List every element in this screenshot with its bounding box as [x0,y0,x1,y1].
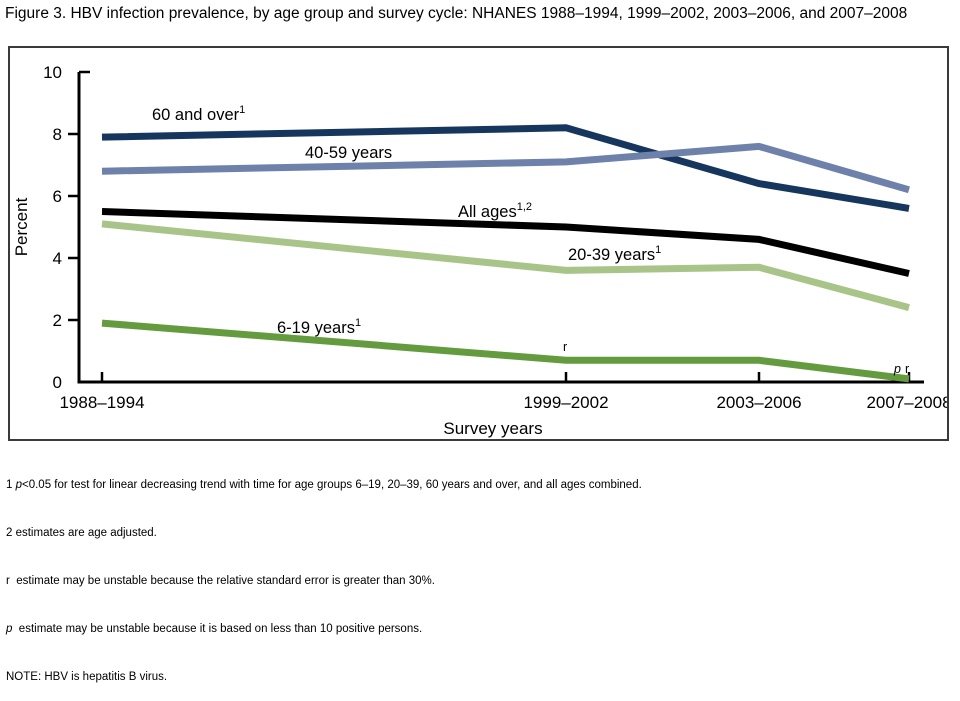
line-all-ages [101,208,910,277]
y-tick-label-10: 10 [43,63,62,82]
line-40-59-years [101,142,910,194]
footnote-2: 2 estimates are age adjusted. [6,527,157,539]
line-chart: 10 8 6 4 2 0 Percent 60 and over1 40-59 … [12,63,947,438]
series-label-6-19-years: 6-19 years1 [277,317,361,337]
footnote-note: NOTE: HBV is hepatitis B virus. [6,671,168,683]
footnote-p: p estimate may be unstable because it is… [6,623,423,635]
footnote-1: 1 p<0.05 for test for linear decreasing … [6,479,642,491]
series-label-20-39-years: 20-39 years1 [568,244,661,264]
x-tick-label-2007-2008: 2007–2008 [866,393,947,412]
chart-frame: 10 8 6 4 2 0 Percent 60 and over1 40-59 … [8,46,949,441]
y-tick-label-2: 2 [53,311,62,330]
series-label-60-and-over: 60 and over1 [152,104,245,124]
footnote-r: r estimate may be unstable because the r… [6,575,435,587]
y-tick-label-6: 6 [53,187,62,206]
line-20-39-years [101,220,910,311]
figure-title: Figure 3. HBV infection prevalence, by a… [5,5,908,22]
x-tick-label-1988-1994: 1988–1994 [59,393,144,412]
series-label-all-ages: All ages1,2 [458,201,532,221]
annotation-r-1999-2002: r [563,340,567,354]
series-label-40-59-years: 40-59 years [305,144,392,162]
x-tick-label-1999-2002: 1999–2002 [523,393,608,412]
footnotes: 1 p<0.05 for test for linear decreasing … [6,445,956,701]
y-tick-label-0: 0 [53,373,62,392]
line-6-19-years [101,319,910,383]
y-tick-label-8: 8 [53,125,62,144]
x-tick-label-2003-2006: 2003–2006 [716,393,801,412]
axes [77,72,924,384]
y-ticks [68,70,90,322]
y-axis-title: Percent [12,197,31,256]
x-axis-title: Survey years [443,419,542,438]
y-tick-label-4: 4 [53,249,62,268]
